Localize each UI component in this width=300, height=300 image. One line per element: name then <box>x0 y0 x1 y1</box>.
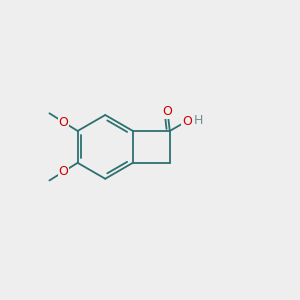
Text: O: O <box>58 165 68 178</box>
Text: O: O <box>58 116 68 129</box>
Text: O: O <box>163 105 172 118</box>
Text: H: H <box>194 114 203 127</box>
Text: O: O <box>182 115 192 128</box>
